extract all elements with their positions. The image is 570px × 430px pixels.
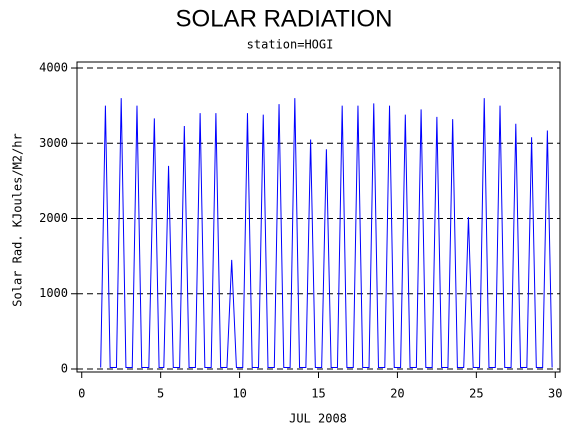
- x-tick-label: 10: [232, 387, 246, 401]
- x-tick-label: 0: [78, 387, 85, 401]
- x-tick-label: 30: [548, 387, 562, 401]
- x-tick-label: 5: [157, 387, 164, 401]
- x-tick-label: 20: [390, 387, 404, 401]
- y-tick-label: 4000: [39, 61, 68, 75]
- chart-subtitle: station=HOGI: [247, 38, 334, 52]
- x-tick-label: 25: [469, 387, 483, 401]
- y-tick-label: 2000: [39, 211, 68, 225]
- x-axis-label: JUL 2008: [289, 412, 347, 426]
- chart-title: SOLAR RADIATION: [176, 5, 393, 32]
- y-tick-label: 0: [61, 361, 68, 375]
- y-tick-label: 3000: [39, 136, 68, 150]
- y-axis-label: Solar Rad. KJoules/M2/hr: [11, 133, 25, 306]
- x-tick-label: 15: [311, 387, 325, 401]
- y-tick-label: 1000: [39, 286, 68, 300]
- data-line: [100, 98, 553, 368]
